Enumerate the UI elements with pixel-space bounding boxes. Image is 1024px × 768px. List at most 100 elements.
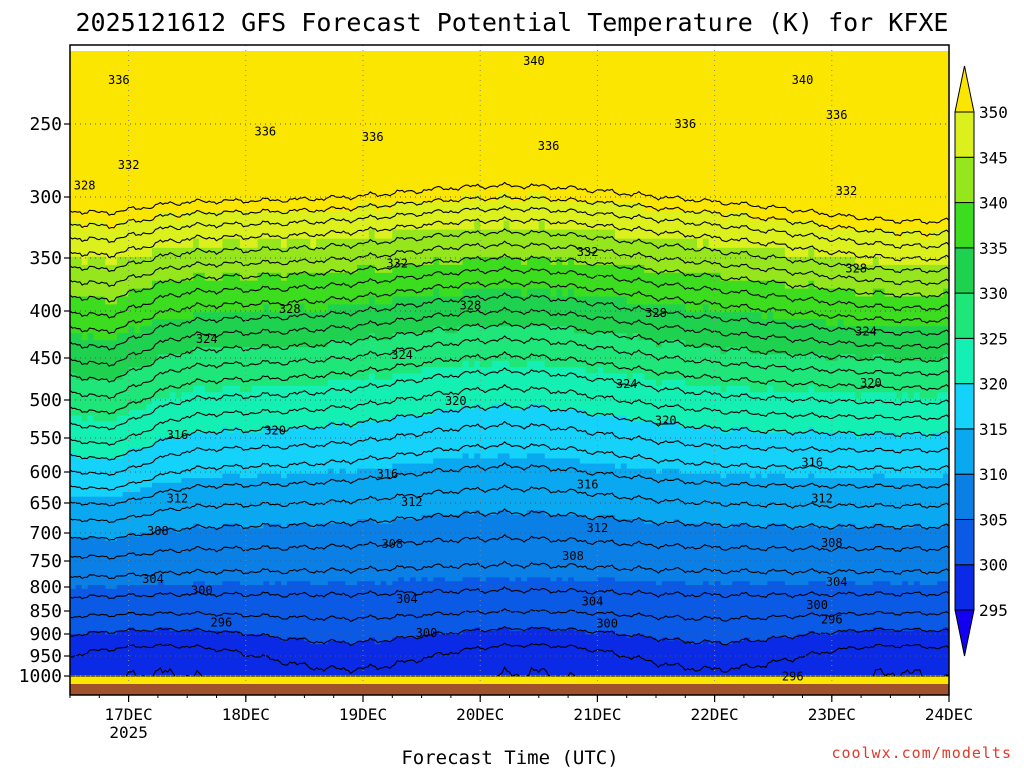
field-cell <box>70 573 949 578</box>
field-cell <box>902 392 909 400</box>
field-cell <box>163 581 194 586</box>
field-cell <box>70 654 949 658</box>
field-cell <box>251 385 722 393</box>
field-cell <box>70 557 949 563</box>
field-cell <box>679 637 745 642</box>
contour-label: 328 <box>845 262 867 276</box>
field-cell <box>808 581 827 586</box>
field-cell <box>673 637 681 642</box>
field-cell <box>374 637 393 642</box>
field-cell <box>70 666 949 670</box>
contour-label: 336 <box>254 124 276 138</box>
field-cell <box>70 448 130 455</box>
field-cell <box>708 581 716 586</box>
field-cell <box>116 256 434 266</box>
field-cell <box>70 83 949 96</box>
field-cell <box>784 473 809 479</box>
field-cell <box>462 256 522 266</box>
colorbar-label: 325 <box>979 329 1008 348</box>
field-cell <box>70 603 949 608</box>
colorbar-extend-max <box>954 65 975 113</box>
field-cell <box>70 536 106 542</box>
contour-line <box>70 666 949 677</box>
field-cell <box>70 272 194 282</box>
field-cell <box>908 392 915 400</box>
field-cell <box>152 398 949 405</box>
field-cell <box>714 581 722 586</box>
field-cell <box>193 385 206 393</box>
field-cell <box>222 272 241 282</box>
colorbar-label: 345 <box>979 148 1008 167</box>
field-cell <box>374 581 382 586</box>
field-cell <box>128 288 434 298</box>
field-cell <box>70 613 949 618</box>
contour-line <box>70 484 949 524</box>
contour-line <box>70 383 949 446</box>
field-cell <box>374 296 393 305</box>
field-cell <box>872 288 886 298</box>
field-cell <box>70 398 153 405</box>
field-cell <box>661 637 669 642</box>
field-cell <box>732 640 949 645</box>
contour-line <box>70 351 949 415</box>
field-cell <box>157 354 827 362</box>
field-cell <box>392 463 616 470</box>
field-cell <box>632 634 645 639</box>
field-cell <box>70 675 949 679</box>
colorbar-label: 315 <box>979 420 1008 439</box>
contour-label: 336 <box>826 108 848 122</box>
field-cell <box>75 373 124 381</box>
contour-line <box>70 205 949 250</box>
contour-label: 336 <box>362 130 384 144</box>
contour-label: 304 <box>396 592 418 606</box>
contour-label: 328 <box>460 299 482 313</box>
y-tick-label: 800 <box>29 577 62 598</box>
colorbar-box <box>954 202 975 249</box>
field-cell <box>474 453 481 460</box>
field-cell <box>480 360 493 368</box>
field-cell <box>574 577 598 582</box>
field-cell <box>263 581 270 586</box>
field-cell <box>849 523 856 529</box>
field-cell <box>538 220 546 231</box>
field-cell <box>357 468 657 475</box>
field-cell <box>896 432 903 439</box>
field-cell <box>70 256 83 266</box>
field-cell <box>193 627 200 632</box>
field-cell <box>556 577 563 582</box>
field-cell <box>855 523 874 529</box>
contour-label: 332 <box>386 256 408 270</box>
field-cell <box>392 581 657 586</box>
field-cell <box>597 367 604 375</box>
field-cell <box>345 640 358 645</box>
contour-line <box>70 586 949 600</box>
credit-link[interactable]: coolwx.com/modelts <box>831 744 1012 762</box>
colorbar-box <box>954 473 975 520</box>
field-cell <box>70 426 223 434</box>
field-cell <box>87 333 95 341</box>
field-cell <box>70 247 153 258</box>
field-cell <box>81 256 89 266</box>
field-cell <box>503 220 511 231</box>
colorbar: 295 300 305 310 315 320 325 330 335 340 345 350 <box>954 65 1008 657</box>
field-cell <box>70 211 159 222</box>
field-cell <box>304 304 329 313</box>
field-cell <box>814 247 949 258</box>
field-cell <box>122 453 464 460</box>
field-cell <box>70 505 949 511</box>
field-cell <box>70 627 130 632</box>
field-cell <box>105 220 118 231</box>
field-cell <box>81 585 89 590</box>
field-cell <box>70 61 949 74</box>
field-cell <box>286 473 721 479</box>
field-cell <box>87 585 106 590</box>
y-tick-label: 650 <box>29 493 62 514</box>
contour-line <box>70 306 949 367</box>
field-cell <box>281 581 288 586</box>
field-cell <box>421 514 587 520</box>
field-cell <box>527 510 546 516</box>
contour-label: 316 <box>577 477 599 491</box>
y-tick-label: 1000 <box>19 666 62 687</box>
contour-line <box>70 560 949 580</box>
field-cell <box>70 159 949 172</box>
